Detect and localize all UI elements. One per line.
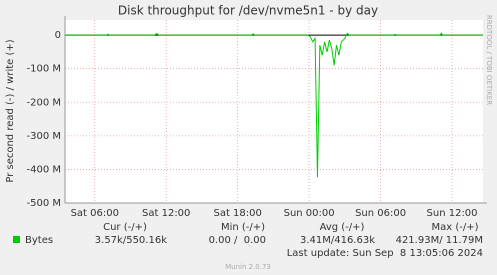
y-tick-label: -200 M xyxy=(26,97,61,108)
x-tick-label: Sun 12:00 xyxy=(427,208,478,219)
legend-header: Max (-/+) xyxy=(431,222,478,233)
x-tick-label: Sat 18:00 xyxy=(213,208,261,219)
series-line xyxy=(65,32,483,178)
legend-value: 3.41M/416.63k xyxy=(300,235,375,246)
y-tick-label: -400 M xyxy=(26,164,61,175)
legend-value: 0.00 / 0.00 xyxy=(209,235,266,246)
y-tick-label: -500 M xyxy=(26,198,61,209)
legend-swatch xyxy=(13,236,20,243)
chart-title: Disk throughput for /dev/nvme5n1 - by da… xyxy=(118,4,378,18)
legend-value: 3.57k/550.16k xyxy=(95,235,167,246)
x-tick-label: Sun 00:00 xyxy=(284,208,335,219)
y-tick-label: -300 M xyxy=(26,131,61,142)
y-tick-label: 0 xyxy=(55,30,61,41)
y-tick-label: -100 M xyxy=(26,64,61,75)
x-tick-label: Sun 06:00 xyxy=(355,208,406,219)
x-tick-label: Sat 06:00 xyxy=(71,208,119,219)
legend-header: Avg (-/+) xyxy=(320,222,365,233)
last-update: Last update: Sun Sep 8 13:05:06 2024 xyxy=(287,248,483,259)
y-axis-label: Pr second read (-) / write (+) xyxy=(5,39,16,182)
side-label: RRDTOOL / TOBI OETIKER xyxy=(485,15,493,105)
legend-header: Min (-/+) xyxy=(221,222,265,233)
plot-area xyxy=(65,20,483,203)
legend-header: Cur (-/+) xyxy=(103,222,147,233)
footer: Munin 2.0.73 xyxy=(225,263,271,271)
legend-label: Bytes xyxy=(25,235,53,246)
legend-value: 421.93M/ 11.79M xyxy=(396,235,483,246)
x-tick-label: Sat 12:00 xyxy=(142,208,190,219)
